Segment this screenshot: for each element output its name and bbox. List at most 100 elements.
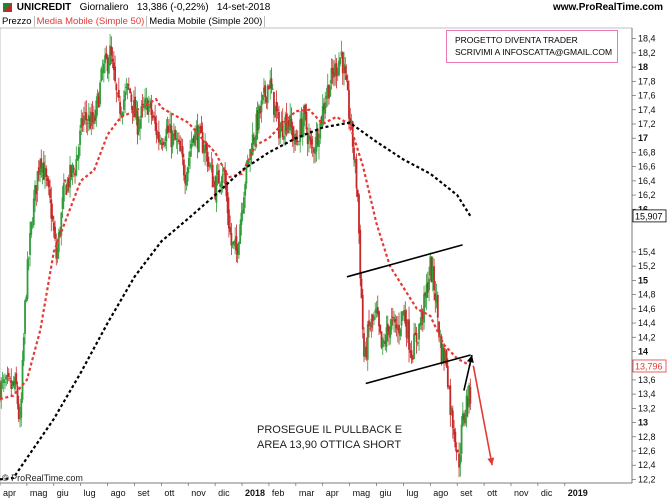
candle-body (156, 132, 159, 139)
legend-price[interactable]: Prezzo (0, 16, 35, 27)
candle (418, 323, 420, 351)
candle-body (295, 136, 298, 143)
candle (52, 216, 55, 238)
candle-body (149, 100, 152, 102)
candle-body (102, 63, 105, 74)
x-tick-label: nov (191, 488, 206, 498)
candle-body (89, 117, 91, 129)
candle (112, 51, 115, 81)
candle (96, 89, 99, 116)
candle (104, 47, 106, 74)
candle (438, 320, 440, 343)
candle (234, 227, 237, 255)
candle (280, 111, 283, 132)
candle-body (358, 194, 360, 234)
candle-body (458, 453, 460, 468)
candle (121, 111, 124, 125)
candle-body (6, 374, 9, 377)
candle (151, 109, 154, 121)
candle (39, 158, 41, 183)
candle-body (171, 133, 174, 147)
annotation-text: PROSEGUE IL PULLBACK E AREA 13,90 OTTICA… (257, 423, 402, 453)
candle-body (421, 311, 424, 320)
candle (453, 419, 455, 442)
candle-body (410, 350, 413, 359)
candle (12, 375, 15, 388)
candle-body (453, 428, 455, 435)
candle (146, 97, 149, 115)
note-box: PROGETTO DIVENTA TRADER SCRIVIMI A INFOS… (446, 30, 618, 63)
candle (435, 283, 438, 309)
candle (400, 311, 403, 337)
candle-body (426, 282, 429, 293)
candle-body (19, 417, 21, 420)
candle (388, 325, 390, 346)
candle-body (436, 294, 439, 318)
candle-body (403, 309, 405, 316)
candle (30, 221, 33, 239)
legend-sma50[interactable]: Media Mobile (Simple 50) (34, 16, 148, 27)
candle-body (466, 398, 469, 407)
candle (37, 160, 40, 182)
note-line-1: PROGETTO DIVENTA TRADER (455, 35, 578, 45)
candle-body (455, 449, 458, 453)
candle (186, 166, 189, 187)
candle-body (321, 106, 324, 126)
candle-body (314, 147, 317, 154)
candle-body (231, 241, 234, 245)
candle-body (266, 85, 269, 104)
candle (363, 327, 365, 363)
candle-body (220, 180, 223, 187)
candle (448, 385, 450, 390)
candle-body (70, 165, 73, 178)
candle (329, 80, 332, 97)
y-tick-label: 12,2 (638, 474, 656, 484)
candle (324, 91, 327, 120)
candle-body (315, 130, 318, 152)
y-tick-label: 15 (638, 275, 648, 285)
candle (380, 331, 383, 350)
candle-body (438, 321, 440, 338)
legend-sma200[interactable]: Media Mobile (Simple 200) (147, 16, 266, 27)
candle-body (172, 133, 175, 136)
candle-body (354, 159, 357, 163)
candle (61, 185, 64, 218)
candle-body (406, 321, 409, 339)
candle (309, 127, 312, 149)
candle-body (192, 135, 195, 144)
candle (91, 101, 94, 130)
candle-body (291, 126, 294, 141)
candle (4, 373, 6, 389)
candle-body (122, 99, 125, 110)
candle (9, 376, 11, 383)
candle-body (219, 184, 222, 188)
candle (469, 378, 472, 410)
candle (423, 285, 425, 330)
candle (378, 310, 380, 336)
candle-body (251, 134, 254, 156)
candle (140, 100, 143, 129)
candle-body (270, 78, 273, 89)
candle (160, 137, 163, 150)
candle-body (463, 414, 465, 420)
candle (341, 51, 344, 85)
candle-body (1, 380, 4, 382)
candle (301, 112, 304, 146)
candle (321, 94, 324, 128)
candle-body (375, 308, 378, 314)
x-tick-label: lug (84, 488, 96, 498)
candle-body (271, 88, 274, 90)
x-tick-label: feb (272, 488, 285, 498)
candle (450, 405, 453, 416)
candle-body (62, 183, 65, 202)
candle (441, 343, 444, 365)
candle-body (187, 157, 190, 167)
arrow-head (466, 355, 474, 363)
y-tick-label: 18,4 (638, 34, 656, 44)
candle-body (449, 385, 452, 415)
candle-body (414, 332, 417, 336)
candle-body (469, 386, 472, 404)
candle-body (215, 176, 218, 203)
y-tick-label: 18 (638, 62, 648, 72)
candle (241, 202, 244, 222)
